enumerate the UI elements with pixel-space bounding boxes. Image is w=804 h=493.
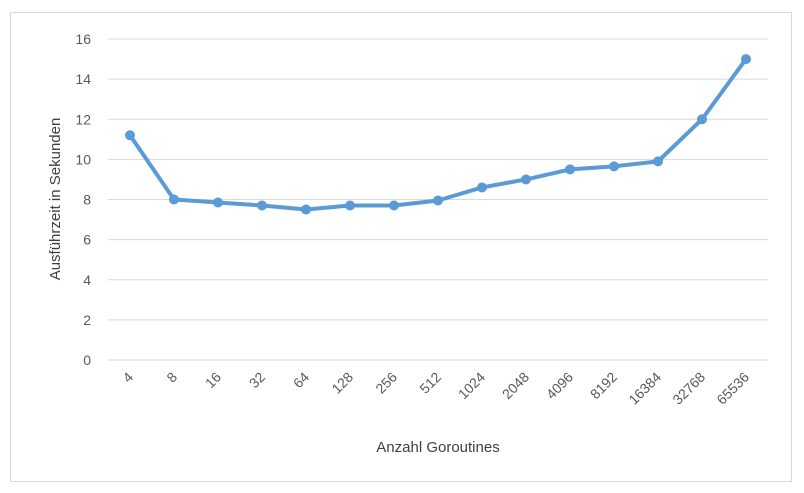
- x-axis-title: Anzahl Goroutines: [376, 439, 499, 456]
- x-tick-label: 512: [416, 369, 444, 397]
- x-tick-label: 2048: [499, 369, 532, 402]
- y-tick-label: 0: [83, 352, 91, 368]
- data-point: [257, 200, 267, 211]
- data-point: [345, 200, 355, 211]
- y-tick-label: 16: [75, 31, 91, 47]
- x-tick-labels: 4 8 16 32 64 128 256 512 1024 2048 4096 8192 16384 32…: [119, 369, 752, 408]
- y-tick-label: 2: [83, 312, 91, 328]
- x-tick-label: 4096: [543, 369, 576, 402]
- series-line: [128, 57, 748, 212]
- data-point: [521, 174, 531, 185]
- data-point: [125, 130, 135, 141]
- x-tick-label: 16384: [625, 369, 664, 408]
- data-point: [169, 194, 179, 205]
- x-tick-label: 32768: [669, 369, 708, 408]
- x-tick-label: 256: [372, 369, 400, 397]
- y-tick-label: 12: [75, 111, 91, 127]
- x-tick-label: 32: [246, 369, 268, 391]
- y-tick-label: 8: [83, 192, 91, 208]
- data-point: [697, 114, 707, 125]
- data-point: [609, 161, 619, 172]
- y-tick-label: 10: [75, 151, 91, 167]
- y-tick-label: 14: [75, 71, 91, 87]
- data-point: [389, 200, 399, 211]
- x-tick-label: 65536: [713, 369, 752, 408]
- y-tick-label: 6: [83, 232, 91, 248]
- x-tick-label: 128: [328, 369, 356, 397]
- x-tick-label: 8192: [587, 369, 620, 402]
- y-tick-labels: 0 2 4 6 8 10 12 14 16: [75, 31, 91, 368]
- series-group: [125, 54, 751, 215]
- x-tick-label: 8: [163, 369, 180, 386]
- data-point: [741, 54, 751, 65]
- data-point: [433, 195, 443, 206]
- data-point: [653, 156, 663, 167]
- x-tick-label: 4: [119, 369, 136, 386]
- data-point: [301, 204, 311, 215]
- data-point: [213, 197, 223, 208]
- chart-frame: [10, 12, 792, 482]
- data-point: [477, 182, 487, 193]
- x-tick-label: 16: [202, 369, 224, 391]
- y-axis-title: Ausführzeit in Sekunden: [47, 118, 64, 281]
- data-point: [565, 164, 575, 175]
- x-tick-label: 64: [290, 369, 312, 391]
- y-tick-label: 4: [83, 272, 91, 288]
- x-tick-label: 1024: [455, 369, 488, 402]
